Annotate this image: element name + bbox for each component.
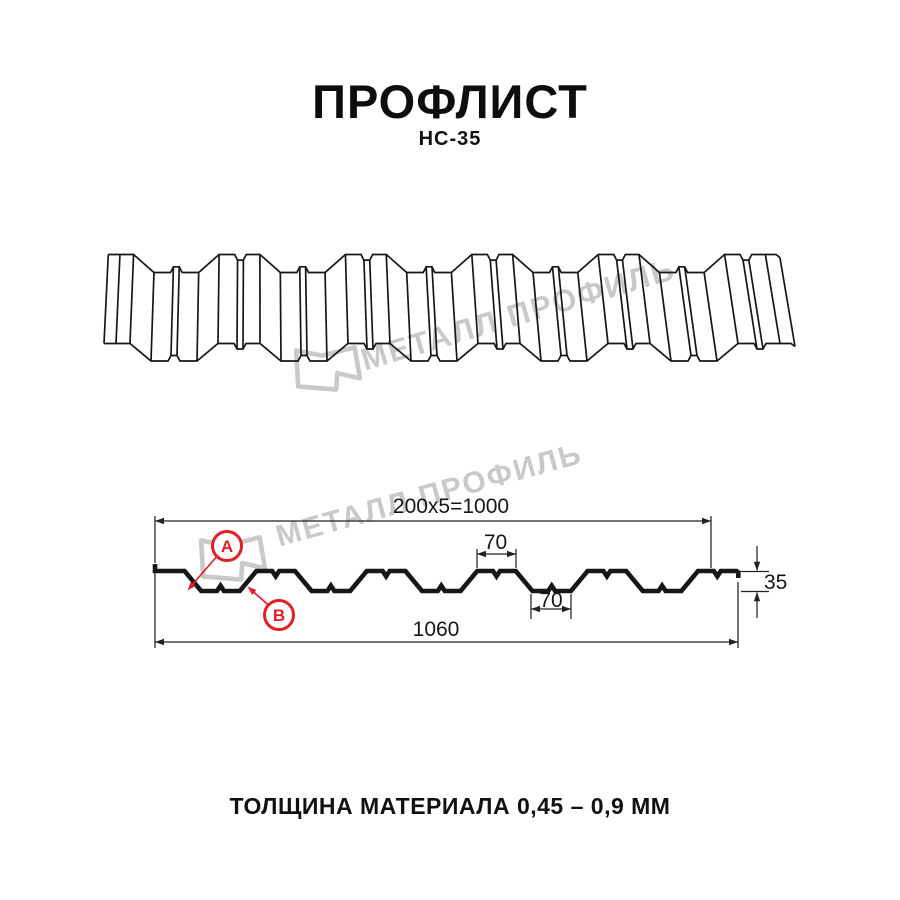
dim-label-valley-width: 70 [539, 589, 563, 612]
marker-arrows [187, 554, 270, 607]
cross-section-view [152, 564, 741, 594]
marker-a: А [211, 530, 243, 562]
dimension-lines [154, 516, 769, 648]
sheet-3d-view [103, 253, 796, 362]
marker-b: В [263, 599, 295, 631]
dim-label-overall-width: 1060 [412, 618, 460, 641]
dim-label-crest-width: 70 [483, 531, 508, 554]
profile-model: НС-35 [418, 128, 482, 150]
material-thickness-note: ТОЛЩИНА МАТЕРИАЛА 0,45 – 0,9 ММ [229, 793, 671, 819]
dim-label-pitch: 200x5=1000 [392, 495, 510, 518]
dim-label-height: 35 [764, 571, 788, 594]
page-title: ПРОФЛИСТ [312, 75, 588, 128]
